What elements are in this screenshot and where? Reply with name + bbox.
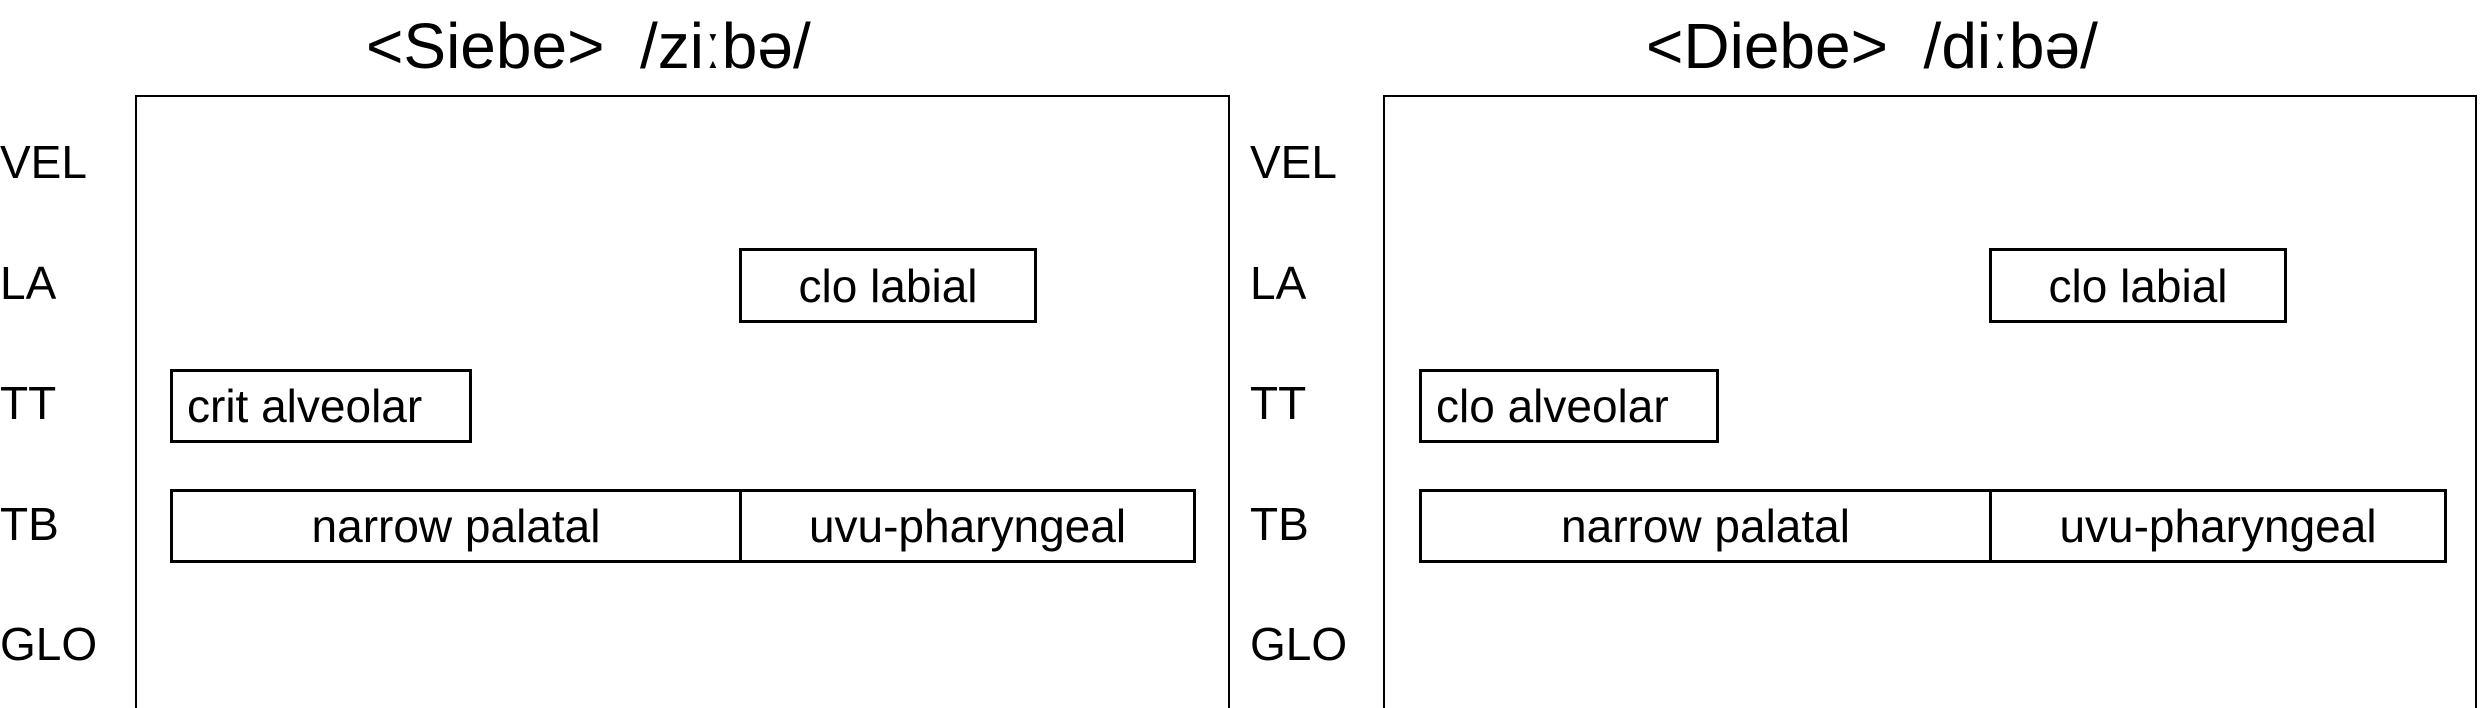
tier-label-tb: TB <box>0 498 59 550</box>
tier-label-tt: TT <box>0 377 57 429</box>
panel-title: <Siebe> /ziːbə/ <box>366 10 811 82</box>
tier-label-glo: GLO <box>1250 618 1348 670</box>
gesture-tb-1: narrow palatal <box>170 489 742 563</box>
tier-label-vel: VEL <box>1250 136 1337 188</box>
tier-label-la: LA <box>0 257 57 309</box>
gesture-tt: crit alveolar <box>170 369 472 443</box>
gestural-score-siebe: <Siebe> /ziːbə/ VEL LA TT TB GLO clo lab… <box>0 10 1230 708</box>
gesture-tt: clo alveolar <box>1419 369 1719 443</box>
gestural-score-diebe: <Diebe> /diːbə/ VEL LA TT TB GLO clo lab… <box>1249 0 2480 708</box>
tier-label-la: LA <box>1250 257 1307 309</box>
panel-title: <Diebe> /diːbə/ <box>1646 10 2098 82</box>
tier-label-vel: VEL <box>0 136 87 188</box>
tier-label-glo: GLO <box>0 618 98 670</box>
score-frame <box>1383 95 2477 708</box>
gesture-la: clo labial <box>739 248 1037 323</box>
gesture-tb-2: uvu-pharyngeal <box>1989 489 2447 563</box>
gesture-tb-2: uvu-pharyngeal <box>739 489 1196 563</box>
tier-label-tt: TT <box>1250 377 1307 429</box>
tier-label-tb: TB <box>1250 498 1309 550</box>
score-frame <box>135 95 1230 708</box>
gesture-la: clo labial <box>1989 248 2287 323</box>
gesture-tb-1: narrow palatal <box>1419 489 1992 563</box>
